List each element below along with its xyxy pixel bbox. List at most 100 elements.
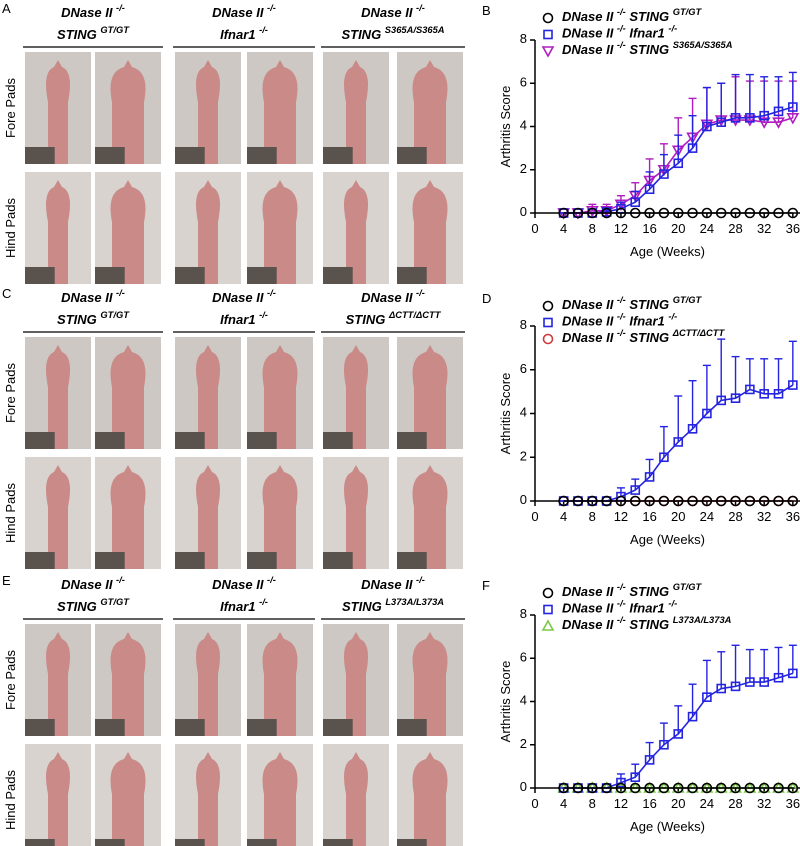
marker bbox=[788, 102, 798, 112]
paw bbox=[46, 345, 70, 449]
marker bbox=[658, 495, 670, 507]
fur bbox=[175, 267, 205, 284]
x-tick-label: 20 bbox=[671, 509, 685, 524]
y-tick-label: 8 bbox=[520, 317, 527, 332]
paw bbox=[46, 465, 70, 569]
y-tick-label: 8 bbox=[520, 31, 527, 46]
group-label: Ifnar1 -/- bbox=[220, 310, 268, 327]
x-tick-label: 20 bbox=[671, 221, 685, 236]
marker bbox=[644, 184, 655, 195]
marker bbox=[659, 169, 669, 179]
x-tick-label: 8 bbox=[589, 221, 596, 236]
paw bbox=[344, 60, 368, 164]
panel-label: A bbox=[2, 1, 11, 16]
fur bbox=[25, 267, 55, 284]
panel-label: F bbox=[482, 578, 490, 593]
fur bbox=[25, 432, 55, 449]
fur bbox=[397, 432, 427, 449]
marker bbox=[716, 683, 727, 694]
marker bbox=[716, 395, 727, 406]
group-label: DNase II -/- bbox=[212, 3, 276, 20]
marker bbox=[702, 692, 712, 702]
marker bbox=[759, 677, 769, 687]
marker bbox=[730, 782, 741, 794]
x-tick-label: 32 bbox=[757, 509, 771, 524]
marker bbox=[629, 782, 641, 794]
legend-label: DNase II -/- Ifnar1 -/- bbox=[562, 599, 677, 616]
x-tick-label: 36 bbox=[786, 509, 800, 524]
marker bbox=[730, 495, 741, 507]
fur bbox=[323, 147, 353, 164]
fur bbox=[95, 267, 125, 284]
marker bbox=[558, 207, 569, 219]
marker bbox=[745, 113, 755, 123]
paw bbox=[196, 180, 220, 284]
y-tick-label: 4 bbox=[520, 118, 527, 133]
x-tick-label: 0 bbox=[531, 509, 538, 524]
marker bbox=[759, 110, 769, 121]
x-tick-label: 16 bbox=[642, 509, 656, 524]
marker bbox=[773, 207, 784, 219]
x-tick-label: 8 bbox=[589, 509, 596, 524]
marker bbox=[745, 384, 755, 395]
marker bbox=[601, 495, 612, 507]
group-label: DNase II -/- bbox=[361, 3, 425, 20]
marker bbox=[702, 408, 712, 419]
marker bbox=[687, 495, 698, 507]
x-tick-label: 32 bbox=[757, 221, 771, 236]
paw bbox=[110, 632, 146, 736]
x-tick-label: 16 bbox=[642, 796, 656, 811]
marker bbox=[773, 672, 784, 683]
marker bbox=[542, 333, 554, 345]
marker bbox=[615, 782, 627, 794]
marker bbox=[701, 495, 713, 507]
marker bbox=[644, 495, 655, 507]
marker bbox=[687, 424, 698, 434]
paw bbox=[262, 632, 298, 736]
y-tick-label: 6 bbox=[520, 361, 527, 376]
y-tick-label: 6 bbox=[520, 650, 527, 665]
x-tick-label: 32 bbox=[757, 796, 771, 811]
marker bbox=[543, 317, 553, 328]
marker bbox=[730, 393, 741, 403]
paw bbox=[196, 465, 220, 569]
fur bbox=[247, 719, 277, 736]
fur bbox=[397, 267, 427, 284]
marker bbox=[673, 158, 684, 169]
marker bbox=[658, 782, 670, 794]
paw bbox=[344, 632, 368, 736]
marker bbox=[787, 495, 799, 507]
fur bbox=[397, 147, 427, 164]
marker bbox=[715, 207, 727, 219]
panel-label: E bbox=[2, 573, 11, 588]
fur bbox=[95, 432, 125, 449]
group-label: DNase II -/- bbox=[61, 3, 125, 20]
row-label: Fore Pads bbox=[3, 650, 18, 710]
marker bbox=[616, 777, 626, 788]
group-label: Ifnar1 -/- bbox=[220, 597, 268, 614]
marker bbox=[687, 143, 698, 153]
y-axis-label: Arthritis Score bbox=[498, 373, 513, 455]
row-label: Hind Pads bbox=[3, 198, 18, 258]
paw bbox=[412, 465, 448, 569]
marker bbox=[716, 117, 727, 127]
marker bbox=[715, 495, 727, 507]
paw bbox=[262, 180, 298, 284]
marker bbox=[744, 782, 756, 794]
marker bbox=[672, 495, 684, 507]
paw bbox=[46, 60, 70, 164]
marker bbox=[786, 113, 800, 125]
paw bbox=[110, 180, 146, 284]
marker bbox=[673, 437, 684, 447]
marker bbox=[773, 389, 784, 399]
marker bbox=[629, 207, 641, 219]
marker bbox=[586, 207, 598, 219]
x-tick-label: 4 bbox=[560, 796, 567, 811]
marker bbox=[585, 206, 599, 218]
x-tick-label: 28 bbox=[728, 221, 742, 236]
marker bbox=[702, 121, 712, 132]
marker bbox=[543, 29, 553, 40]
paw bbox=[110, 345, 146, 449]
marker bbox=[687, 711, 698, 722]
marker bbox=[701, 207, 713, 219]
